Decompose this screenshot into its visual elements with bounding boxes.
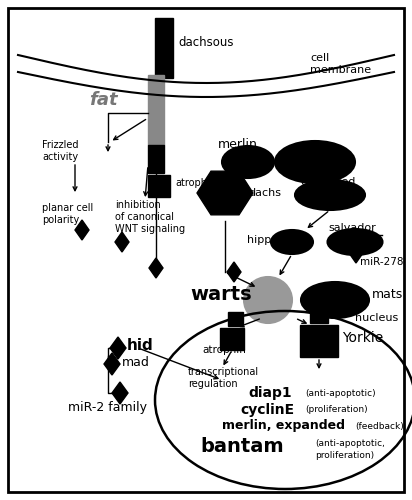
Text: cyclinE: cyclinE xyxy=(240,403,294,417)
Ellipse shape xyxy=(328,229,382,255)
Text: WNT signaling: WNT signaling xyxy=(115,224,185,234)
Text: activity: activity xyxy=(42,152,78,162)
Text: fat: fat xyxy=(89,91,118,109)
Ellipse shape xyxy=(222,146,274,178)
Bar xyxy=(300,325,338,357)
Polygon shape xyxy=(104,353,120,375)
Bar xyxy=(228,312,243,326)
Polygon shape xyxy=(110,337,126,359)
Ellipse shape xyxy=(301,282,369,318)
Text: salvador: salvador xyxy=(328,223,376,233)
Bar xyxy=(148,145,164,173)
Text: warts: warts xyxy=(190,286,252,304)
Text: dachsous: dachsous xyxy=(178,36,234,49)
Polygon shape xyxy=(149,258,163,278)
Text: (feedback): (feedback) xyxy=(355,422,404,430)
Text: expanded: expanded xyxy=(300,177,356,187)
Polygon shape xyxy=(115,232,129,252)
Ellipse shape xyxy=(275,141,355,183)
Polygon shape xyxy=(112,382,128,404)
Bar xyxy=(155,18,173,78)
Text: mad: mad xyxy=(122,356,150,368)
Text: merlin: merlin xyxy=(218,138,258,151)
Text: (anti-apoptotic,: (anti-apoptotic, xyxy=(315,438,385,448)
Bar xyxy=(148,75,164,145)
Bar xyxy=(148,175,170,197)
Polygon shape xyxy=(349,243,363,263)
Text: cell: cell xyxy=(310,53,329,63)
Polygon shape xyxy=(197,171,253,215)
Text: hippo: hippo xyxy=(247,235,278,245)
Text: Frizzled: Frizzled xyxy=(42,140,79,150)
Text: nucleus: nucleus xyxy=(355,313,398,323)
Bar xyxy=(310,308,328,323)
Text: proliferation): proliferation) xyxy=(315,450,374,460)
Text: atrophin: atrophin xyxy=(175,178,216,188)
Text: (proliferation): (proliferation) xyxy=(305,406,368,414)
Polygon shape xyxy=(75,220,89,240)
Text: transcriptional: transcriptional xyxy=(188,367,259,377)
Text: planar cell: planar cell xyxy=(42,203,93,213)
Text: bantam: bantam xyxy=(200,438,283,456)
Ellipse shape xyxy=(271,230,313,254)
Text: regulation: regulation xyxy=(188,379,238,389)
Text: atrophin: atrophin xyxy=(202,345,246,355)
Ellipse shape xyxy=(295,180,365,210)
Text: membrane: membrane xyxy=(310,65,371,75)
Text: miR-2 family: miR-2 family xyxy=(68,402,147,414)
Text: diap1: diap1 xyxy=(248,386,292,400)
Text: polarity: polarity xyxy=(42,215,79,225)
Ellipse shape xyxy=(244,277,292,323)
Text: inhibition: inhibition xyxy=(115,200,161,210)
Text: (anti-apoptotic): (anti-apoptotic) xyxy=(305,388,376,398)
Text: mats: mats xyxy=(372,288,403,302)
Text: miR-278: miR-278 xyxy=(360,257,403,267)
Polygon shape xyxy=(227,262,241,282)
Text: hid: hid xyxy=(127,338,154,352)
Bar xyxy=(220,328,244,350)
Text: of canonical: of canonical xyxy=(115,212,174,222)
Text: Yorkie: Yorkie xyxy=(342,331,383,345)
Text: merlin, expanded: merlin, expanded xyxy=(222,420,345,432)
Text: dachs: dachs xyxy=(248,188,281,198)
